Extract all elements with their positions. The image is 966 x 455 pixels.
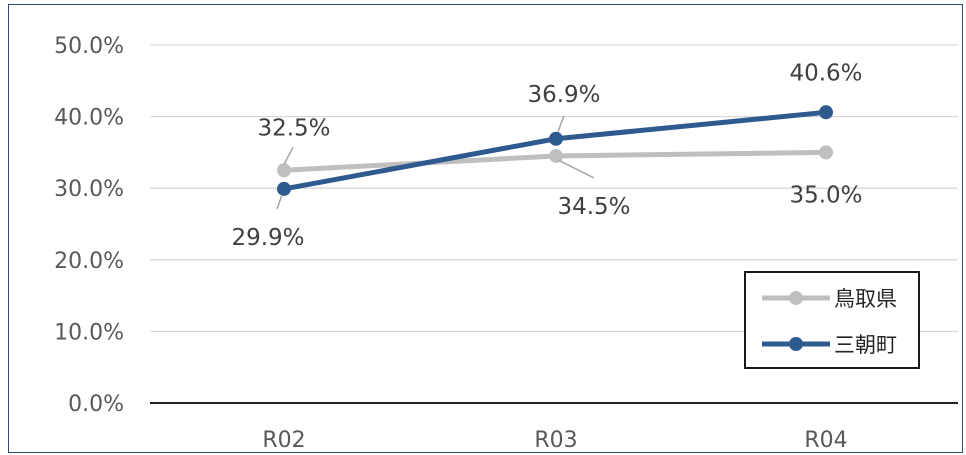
leader-line <box>557 159 595 179</box>
leader-line <box>276 194 283 210</box>
x-tick-label: R03 <box>534 428 577 453</box>
y-tick-label: 10.0% <box>54 320 124 345</box>
y-tick-label: 40.0% <box>54 106 124 131</box>
leader-line <box>283 146 294 165</box>
data-point <box>549 148 563 163</box>
data-label: 29.9% <box>231 225 304 251</box>
data-label: 32.5% <box>257 115 330 141</box>
y-tick-label: 20.0% <box>54 249 124 274</box>
y-tick-label: 30.0% <box>54 177 124 202</box>
legend-box <box>744 271 920 369</box>
y-tick-label: 0.0% <box>68 392 124 417</box>
legend-label: 三朝町 <box>834 333 897 357</box>
data-label: 34.5% <box>557 194 630 220</box>
data-label: 36.9% <box>527 82 600 108</box>
legend-swatch-marker <box>789 337 803 351</box>
legend-swatch-marker <box>789 291 803 305</box>
data-labels: 32.5% 34.5% 35.0% 29.9% 36.9% 40.6% <box>231 60 862 251</box>
x-axis: R02 R03 R04 <box>150 402 958 453</box>
y-tick-label: 50.0% <box>54 34 124 59</box>
data-label: 35.0% <box>789 182 862 208</box>
leader-line <box>557 115 565 133</box>
legend-label: 鳥取県 <box>834 287 897 311</box>
data-point <box>277 163 291 178</box>
data-point <box>277 181 291 196</box>
data-point <box>549 131 563 146</box>
series-layer <box>277 105 833 196</box>
data-point <box>819 145 833 160</box>
x-tick-label: R02 <box>262 428 305 453</box>
chart-frame <box>8 4 963 453</box>
data-point <box>819 105 833 120</box>
data-label: 40.6% <box>789 60 862 86</box>
x-tick-label: R04 <box>804 428 847 453</box>
y-axis: 0.0% 10.0% 20.0% 30.0% 40.0% 50.0% <box>54 34 124 417</box>
